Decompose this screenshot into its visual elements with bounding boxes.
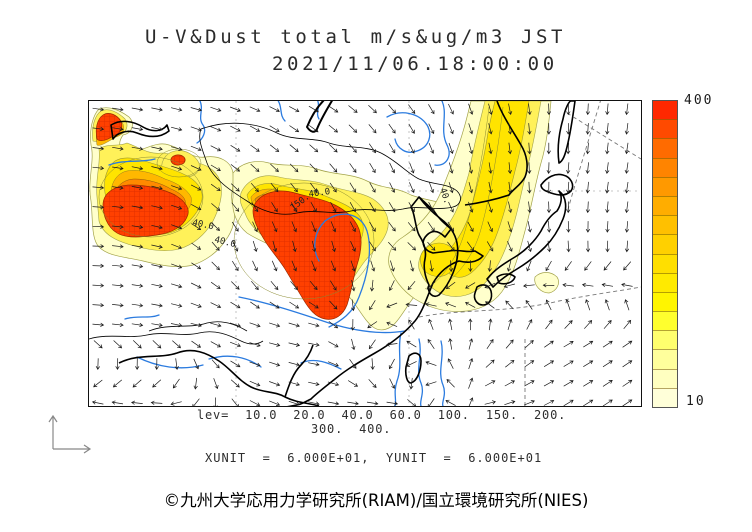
contour-label: 40.0 (191, 218, 214, 232)
colorbar-segment (653, 157, 677, 177)
chart-timestamp: 2021/11/06.18:00:00 (272, 53, 558, 75)
colorbar-segment (653, 349, 677, 369)
chart-title: U-V&Dust total m/s&ug/m3 JST (145, 26, 567, 48)
wind-vector-arrows (91, 103, 633, 406)
contour-label: 40.0 (308, 187, 331, 200)
colorbar (652, 100, 678, 408)
wind-arrow-path (91, 103, 633, 406)
colorbar-segment (653, 101, 677, 120)
colorbar-segment (653, 119, 677, 139)
country-borders (89, 122, 461, 345)
colorbar-segment (653, 368, 677, 388)
colorbar-segment (653, 195, 677, 216)
contour-label: 40. (437, 187, 452, 206)
rivers (108, 101, 450, 406)
colorbar-segment (653, 387, 677, 407)
colorbar-min-label: 10 (686, 394, 706, 409)
colorbar-segment (653, 311, 677, 331)
map-plot-area: 40.0 150. 40.0 40.0 40. (88, 100, 642, 407)
coastlines (110, 101, 576, 406)
colorbar-segment (653, 253, 677, 273)
colorbar-segment (653, 176, 677, 196)
colorbar-segment (653, 234, 677, 254)
colorbar-max-label: 400 (684, 93, 714, 108)
colorbar-segment (653, 138, 677, 158)
axes-orientation-icon (48, 414, 92, 454)
contour-levels-line1: lev= 10.0 20.0 40.0 60.0 100. 150. 200. (197, 408, 567, 422)
contour-levels-line2: 300. 400. (311, 422, 392, 436)
colorbar-segment (653, 291, 677, 312)
attribution-text: ©九州大学応用力学研究所(RIAM)/国立環境研究所(NIES) (163, 491, 589, 510)
vector-unit-label: XUNIT = 6.000E+01, YUNIT = 6.000E+01 (205, 451, 543, 465)
colorbar-segment (653, 330, 677, 350)
colorbar-segment (653, 272, 677, 292)
colorbar-segment (653, 215, 677, 235)
